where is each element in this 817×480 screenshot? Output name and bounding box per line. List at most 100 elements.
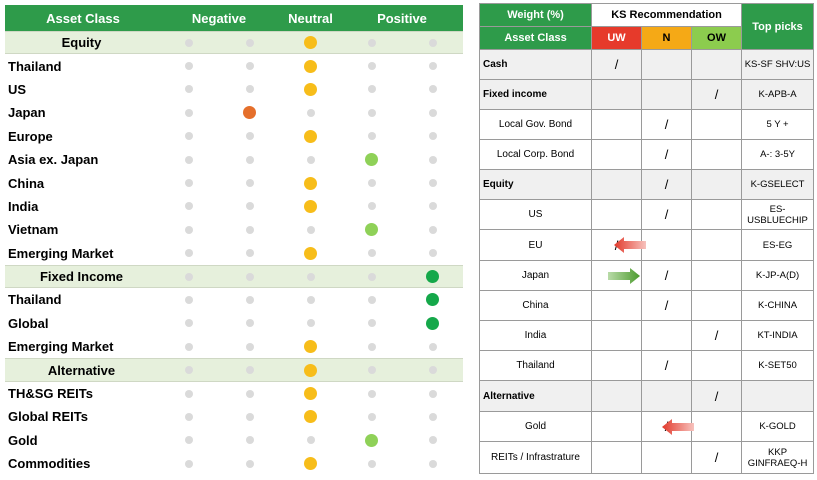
weight-cell-uw <box>591 260 642 291</box>
rating-dot <box>184 272 193 281</box>
rating-dot <box>367 319 376 328</box>
rating-dot <box>428 225 437 234</box>
rating-dot <box>428 108 437 117</box>
asset-label: TH&SG REITs <box>8 386 93 402</box>
weight-cell-n: / <box>641 290 692 321</box>
asset-label: China <box>8 175 45 191</box>
weight-mark: / <box>664 268 669 283</box>
asset-label: India <box>479 320 592 351</box>
weight-cell-uw <box>591 320 642 351</box>
asset-row: Europe <box>5 125 463 148</box>
rating-dot <box>245 38 254 47</box>
top-pick: ES-EG <box>741 229 815 261</box>
weight-cell-ow <box>690 139 743 170</box>
asset-row: Thailand <box>5 54 463 77</box>
asset-label: Europe <box>8 128 53 144</box>
rating-dot-active <box>365 153 378 167</box>
top-pick: KKP GINFRAEQ-H <box>741 441 815 474</box>
rating-dot-active <box>304 457 317 471</box>
top-pick: K-JP-A(D) <box>741 260 815 291</box>
weight-cell-uw <box>591 350 642 381</box>
weight-cell-n <box>641 320 692 351</box>
rating-dot-active <box>365 223 378 237</box>
weight-cell-ow <box>690 199 743 230</box>
weight-mark: / <box>664 177 669 192</box>
weight-cell-uw <box>591 79 642 110</box>
section-row: Fixed Income <box>5 264 463 289</box>
asset-label: Emerging Market <box>8 339 114 355</box>
rating-scale <box>158 340 463 354</box>
rating-dot-active <box>304 340 317 354</box>
section-row: Alternative <box>5 358 463 382</box>
rating-dot <box>245 412 254 421</box>
rating-dot <box>184 436 193 445</box>
rating-dot <box>428 436 437 445</box>
asset-label: Cash <box>479 49 592 80</box>
rating-dot <box>367 272 376 281</box>
top-pick: K-GSELECT <box>741 169 815 200</box>
recommendation-row: EU/ ES-EG <box>479 229 815 261</box>
asset-label: Gold <box>479 411 592 442</box>
asset-label: Thailand <box>479 350 592 381</box>
rating-dot <box>428 38 437 47</box>
asset-label: Fixed income <box>479 79 592 110</box>
header-ow: OW <box>690 26 743 50</box>
rating-dot <box>306 319 315 328</box>
rating-scale <box>158 457 463 471</box>
weight-cell-n <box>641 79 692 110</box>
asset-label: China <box>479 290 592 321</box>
top-pick: K-CHINA <box>741 290 815 321</box>
asset-row: Japan <box>5 101 463 124</box>
asset-label: Thailand <box>8 58 62 74</box>
rating-dot-active <box>365 433 378 447</box>
rating-dot <box>428 62 437 71</box>
rating-dot <box>184 38 193 47</box>
weight-cell-uw <box>591 411 642 442</box>
weight-cell-uw <box>591 169 642 200</box>
rating-scale <box>158 82 463 96</box>
asset-row: Emerging Market <box>5 242 463 265</box>
rating-scale <box>158 153 463 167</box>
outlook-header-row: Asset Class Negative Neutral Positive <box>5 5 463 31</box>
rating-dot <box>367 179 376 188</box>
recommendation-row: India / KT-INDIA <box>479 320 815 351</box>
outlook-rows: Equity Thailand US Japan Europe Asia ex. Japa… <box>5 31 463 475</box>
recommendation-row: US / ES-USBLUECHIP <box>479 199 815 230</box>
weight-cell-ow: / <box>690 320 743 351</box>
rating-scale <box>158 129 463 143</box>
top-pick <box>741 380 815 412</box>
asset-label: Gold <box>8 432 38 448</box>
top-pick: ES-USBLUECHIP <box>741 199 815 230</box>
rating-dot <box>184 295 193 304</box>
asset-label: US <box>479 199 592 230</box>
rating-scale <box>158 59 463 73</box>
rating-dot <box>184 459 193 468</box>
rating-dot <box>245 295 254 304</box>
rating-dot <box>245 62 254 71</box>
rating-scale <box>158 433 463 447</box>
rating-dot <box>428 132 437 141</box>
recommendation-section-row: Equity / K-GSELECT <box>479 169 815 200</box>
header-weight: Weight (%) <box>479 3 592 27</box>
asset-row: TH&SG REITs <box>5 382 463 405</box>
rating-dot-active <box>304 387 317 401</box>
rating-dot <box>245 155 254 164</box>
weight-cell-uw: / <box>591 229 646 261</box>
rating-dot <box>184 249 193 258</box>
asset-label: Thailand <box>8 292 62 308</box>
rating-dot <box>306 155 315 164</box>
rating-dot <box>245 272 254 281</box>
rating-dot-active <box>304 129 317 143</box>
rating-dot-active <box>304 246 317 260</box>
rating-dot <box>428 389 437 398</box>
top-pick: K-GOLD <box>741 411 815 442</box>
rating-dot <box>428 155 437 164</box>
rating-dot <box>367 108 376 117</box>
asset-label: REITs / Infrastrature <box>479 441 592 474</box>
asset-label: EU <box>479 229 592 261</box>
asset-label: Local Gov. Bond <box>479 109 592 140</box>
recommendation-row: Thailand / K-SET50 <box>479 350 815 381</box>
section-row: Equity <box>5 31 463 55</box>
asset-row: Asia ex. Japan <box>5 148 463 171</box>
asset-label: Global <box>8 315 49 331</box>
